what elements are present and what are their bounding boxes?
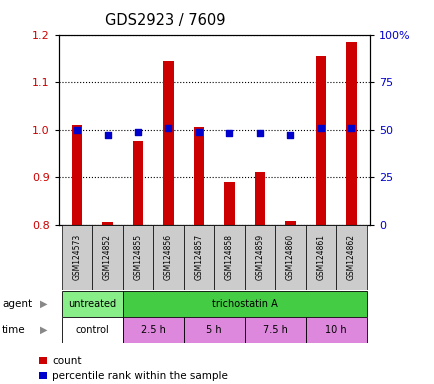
Text: GSM124852: GSM124852	[103, 234, 112, 280]
Text: GSM124856: GSM124856	[164, 234, 173, 280]
Text: agent: agent	[2, 299, 32, 309]
Text: control: control	[75, 325, 109, 335]
Bar	[345, 42, 356, 225]
Text: 2.5 h: 2.5 h	[141, 325, 165, 335]
Text: percentile rank within the sample: percentile rank within the sample	[52, 371, 227, 381]
Point	[195, 128, 202, 134]
Bar	[72, 125, 82, 225]
Bar	[122, 291, 366, 317]
Text: GSM124860: GSM124860	[285, 234, 294, 280]
Point	[317, 125, 324, 131]
Bar	[305, 317, 366, 343]
Text: 5 h: 5 h	[206, 325, 221, 335]
Bar	[132, 141, 143, 225]
Text: ▶: ▶	[40, 325, 48, 335]
Text: GSM124858: GSM124858	[224, 234, 233, 280]
Text: GSM124857: GSM124857	[194, 234, 203, 280]
Bar	[122, 317, 183, 343]
Bar	[62, 225, 92, 290]
Bar	[254, 172, 265, 225]
Bar	[284, 221, 295, 225]
Bar	[163, 61, 174, 225]
Text: 10 h: 10 h	[325, 325, 346, 335]
Bar	[244, 225, 275, 290]
Bar	[244, 317, 305, 343]
Text: GSM124573: GSM124573	[72, 234, 81, 280]
Point	[73, 127, 80, 133]
Point	[226, 130, 233, 136]
Text: untreated: untreated	[68, 299, 116, 309]
Point	[104, 132, 111, 138]
Bar	[183, 317, 244, 343]
Bar	[315, 56, 326, 225]
Bar	[153, 225, 183, 290]
Text: time: time	[2, 325, 26, 335]
Text: GSM124855: GSM124855	[133, 234, 142, 280]
Text: trichostatin A: trichostatin A	[211, 299, 277, 309]
Bar	[335, 225, 366, 290]
Text: 7.5 h: 7.5 h	[262, 325, 287, 335]
Bar	[183, 225, 214, 290]
Bar	[102, 222, 112, 225]
Point	[134, 128, 141, 134]
Bar	[193, 127, 204, 225]
Bar	[305, 225, 335, 290]
Text: GSM124859: GSM124859	[255, 234, 264, 280]
Point	[164, 125, 171, 131]
Point	[256, 130, 263, 136]
Text: GDS2923 / 7609: GDS2923 / 7609	[105, 13, 225, 28]
Bar	[275, 225, 305, 290]
Point	[286, 132, 293, 138]
Text: count: count	[52, 356, 82, 366]
Bar	[62, 317, 122, 343]
Bar	[214, 225, 244, 290]
Point	[347, 125, 354, 131]
Text: GSM124861: GSM124861	[316, 234, 325, 280]
Text: ▶: ▶	[40, 299, 48, 309]
Text: GSM124862: GSM124862	[346, 234, 355, 280]
Bar	[92, 225, 122, 290]
Bar	[62, 291, 122, 317]
Bar	[224, 182, 234, 225]
Bar	[122, 225, 153, 290]
